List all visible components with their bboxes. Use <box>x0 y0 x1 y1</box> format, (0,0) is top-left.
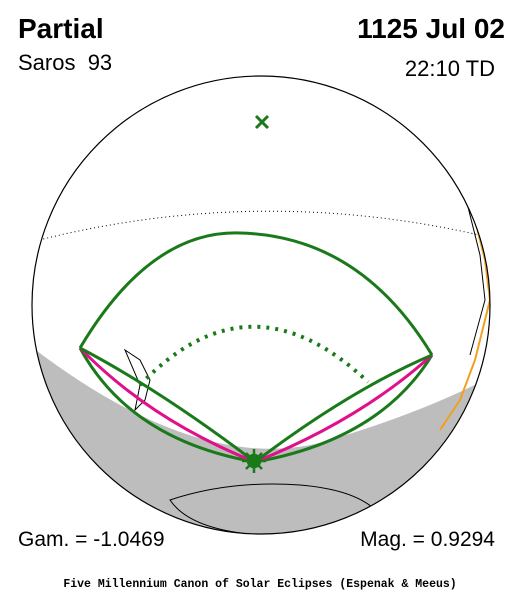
saros: Saros 93 <box>18 50 112 75</box>
magnitude: Mag. = 0.9294 <box>360 528 495 551</box>
date: 1125 Jul 02 <box>357 13 505 44</box>
penumbra-limit <box>78 231 434 356</box>
globe-outline <box>31 75 491 535</box>
gamma: Gam. = -1.0469 <box>18 528 165 551</box>
credit: Five Millennium Canon of Solar Eclipses … <box>63 578 456 591</box>
greatest-eclipse-marker <box>242 449 266 473</box>
time: 22:10 TD <box>405 56 495 81</box>
title: Partial <box>18 13 104 44</box>
mid-eclipse-curve <box>138 324 370 387</box>
sub-solar-marker <box>254 114 270 130</box>
